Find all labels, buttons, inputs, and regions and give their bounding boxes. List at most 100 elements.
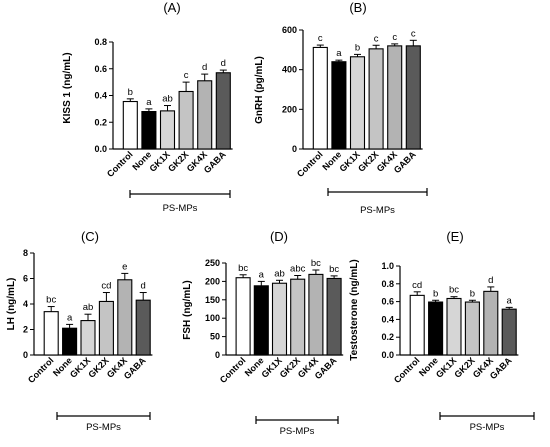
- panel-title: (D): [270, 229, 288, 244]
- group-label: PS-MPs: [86, 422, 121, 433]
- chart-panel: (E) Testosterone (ng/mL) 0.0 0.2 0.4 0.6 0.8 1.…: [349, 229, 535, 433]
- y-tick-label: 0.6: [94, 64, 107, 74]
- y-tick-label: 6: [23, 274, 28, 284]
- y-tick-label: 200: [205, 276, 220, 286]
- group-label: PS-MPs: [280, 426, 315, 437]
- bar: [62, 327, 78, 356]
- y-tick-label: 0.4: [94, 91, 107, 101]
- bar: [215, 72, 231, 150]
- y-tick-label: 0.4: [381, 314, 394, 324]
- bar: [178, 90, 194, 150]
- y-tick-label: 100: [205, 313, 220, 323]
- bar: [271, 282, 288, 356]
- bar: [253, 285, 269, 356]
- y-tick-label: 0.2: [94, 117, 107, 127]
- significance-letter: abc: [290, 264, 306, 275]
- bar: [464, 301, 480, 356]
- significance-letter: ab: [83, 302, 94, 313]
- bar: [387, 45, 403, 150]
- y-tick-label: 200: [282, 104, 297, 114]
- y-tick-label: 0.8: [94, 37, 107, 47]
- bar: [368, 48, 384, 150]
- significance-letter: a: [146, 97, 152, 108]
- bar: [483, 290, 499, 356]
- significance-letter: c: [184, 70, 189, 81]
- significance-letter: d: [202, 62, 207, 73]
- significance-letter: c: [318, 33, 323, 44]
- bar: [197, 80, 213, 150]
- y-tick-label: 0.8: [381, 279, 394, 289]
- significance-letter: b: [355, 42, 360, 53]
- significance-letter: ab: [162, 94, 173, 105]
- significance-letter: cd: [412, 280, 422, 291]
- significance-letter: bc: [238, 263, 248, 274]
- significance-letter: cd: [101, 281, 111, 292]
- significance-letter: bc: [329, 264, 339, 275]
- significance-letter: ab: [274, 268, 285, 279]
- chart-panel: (A)KISS 1 (ng/mL)0.00.20.40.60.8bControl…: [62, 0, 233, 214]
- panel-title: (A): [163, 0, 180, 15]
- bar: [80, 320, 96, 356]
- group-label: PS-MPs: [470, 422, 505, 433]
- bar: [331, 61, 347, 150]
- significance-letter: c: [392, 32, 397, 43]
- y-tick-label: 600: [282, 25, 297, 35]
- bar: [122, 100, 138, 150]
- significance-letter: bc: [449, 285, 459, 296]
- y-axis-label: Testosterone (ng/mL): [349, 259, 360, 360]
- significance-letter: c: [411, 28, 416, 39]
- bar: [312, 46, 328, 150]
- bar: [98, 300, 114, 356]
- bar: [235, 277, 251, 356]
- bar: [135, 299, 151, 356]
- significance-letter: e: [122, 261, 127, 272]
- bar: [501, 308, 517, 356]
- y-tick-label: 0: [23, 350, 28, 360]
- category-label: GABA: [202, 149, 228, 175]
- significance-letter: d: [488, 275, 493, 286]
- bar: [43, 311, 59, 356]
- bar: [409, 294, 425, 356]
- bar: [405, 45, 421, 150]
- y-tick-label: 50: [210, 332, 220, 342]
- y-tick-label: 4: [23, 299, 28, 309]
- group-label: PS-MPs: [163, 203, 198, 214]
- bar: [428, 301, 444, 356]
- panel-title: (E): [446, 229, 463, 244]
- y-tick-label: 2: [23, 325, 28, 335]
- bar: [326, 277, 342, 356]
- significance-letter: a: [336, 48, 342, 59]
- bar: [159, 110, 176, 150]
- significance-letter: b: [470, 288, 475, 299]
- bar: [141, 111, 157, 150]
- y-tick-label: 0.0: [381, 350, 394, 360]
- y-tick-label: 0: [292, 144, 297, 154]
- y-tick-label: 0.0: [94, 144, 107, 154]
- y-tick-label: 1.0: [381, 261, 394, 271]
- significance-letter: a: [259, 269, 265, 280]
- bar: [349, 56, 366, 150]
- bar: [117, 279, 133, 356]
- significance-letter: b: [128, 87, 133, 98]
- panel-title: (B): [349, 0, 366, 15]
- chart-panel: (C)LH (ng/mL)02468bcControlaNoneabGK1Xcd…: [6, 229, 153, 433]
- significance-letter: d: [221, 58, 226, 69]
- group-label: PS-MPs: [360, 205, 395, 216]
- y-tick-label: 250: [205, 258, 220, 268]
- y-tick-label: 8: [23, 248, 28, 258]
- y-tick-label: 150: [205, 295, 220, 305]
- category-label: GABA: [392, 149, 418, 175]
- y-axis-label: KISS 1 (ng/mL): [62, 52, 73, 123]
- y-tick-label: 0.2: [381, 332, 394, 342]
- y-tick-label: 0: [215, 350, 220, 360]
- significance-letter: a: [67, 312, 73, 323]
- significance-letter: a: [507, 295, 513, 306]
- panel-title: (C): [81, 229, 99, 244]
- y-tick-label: 400: [282, 65, 297, 75]
- y-tick-label: 0.6: [381, 297, 394, 307]
- significance-letter: bc: [46, 295, 56, 306]
- bar: [290, 278, 306, 356]
- significance-letter: c: [374, 33, 379, 44]
